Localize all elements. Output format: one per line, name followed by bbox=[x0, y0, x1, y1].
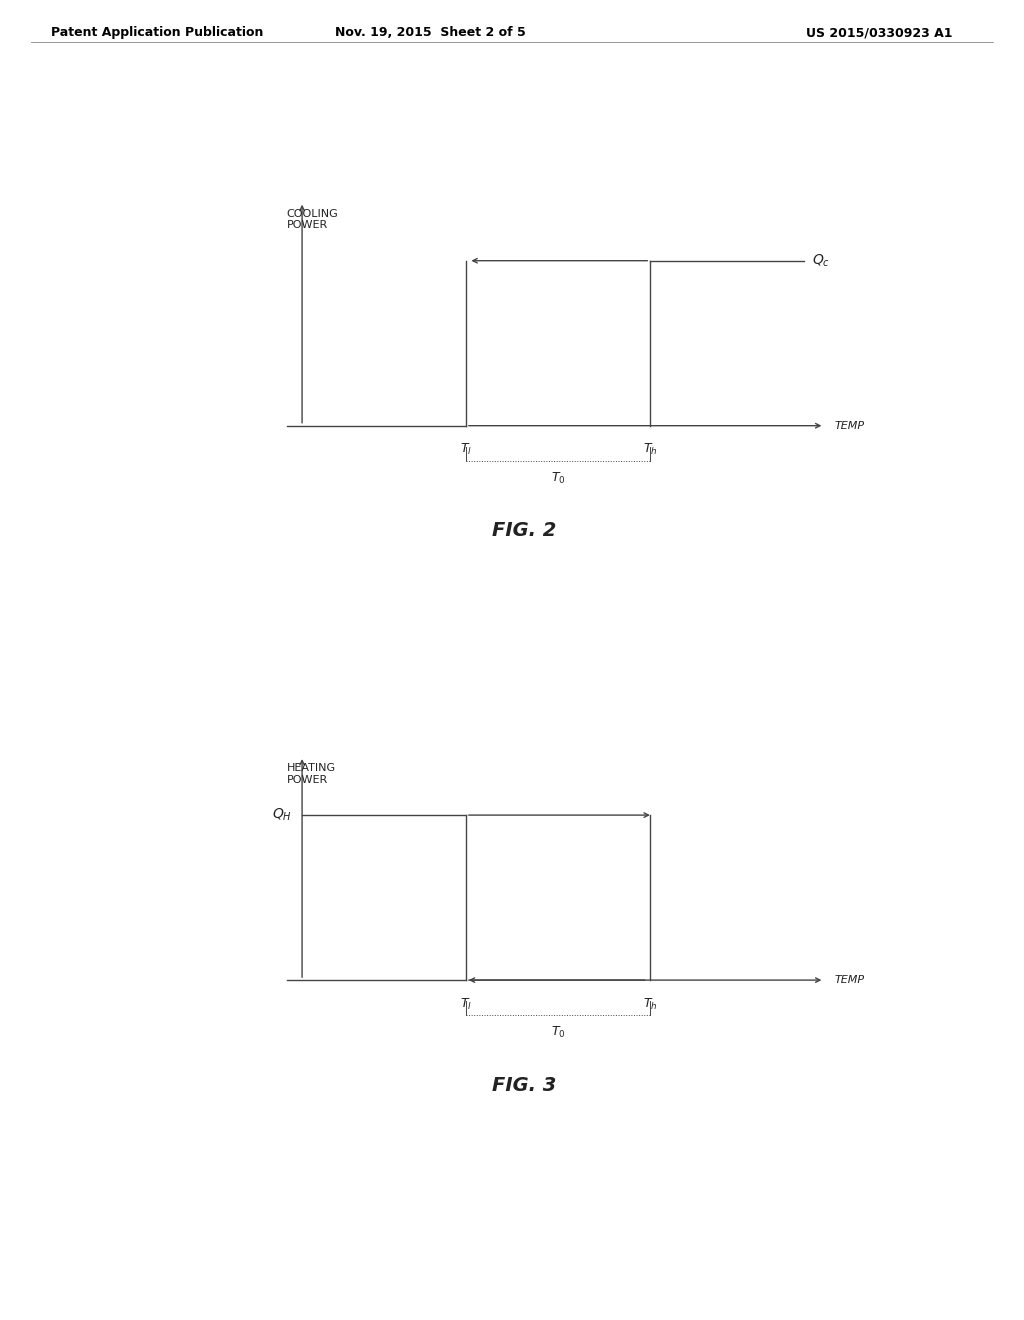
Text: $T_0$: $T_0$ bbox=[551, 470, 565, 486]
Text: TEMP: TEMP bbox=[835, 421, 864, 430]
Text: $Q_c$: $Q_c$ bbox=[811, 252, 829, 269]
Text: $T_h$: $T_h$ bbox=[643, 442, 657, 457]
Text: TEMP: TEMP bbox=[835, 975, 864, 985]
Text: $T_0$: $T_0$ bbox=[551, 1024, 565, 1040]
Text: Patent Application Publication: Patent Application Publication bbox=[51, 26, 263, 40]
Text: $T_h$: $T_h$ bbox=[643, 997, 657, 1011]
Text: HEATING
POWER: HEATING POWER bbox=[287, 763, 336, 785]
Text: FIG. 2: FIG. 2 bbox=[493, 521, 556, 540]
Text: $T_l$: $T_l$ bbox=[460, 442, 472, 457]
Text: $T_l$: $T_l$ bbox=[460, 997, 472, 1011]
Text: COOLING
POWER: COOLING POWER bbox=[287, 209, 339, 231]
Text: $Q_H$: $Q_H$ bbox=[271, 807, 292, 824]
Text: US 2015/0330923 A1: US 2015/0330923 A1 bbox=[806, 26, 952, 40]
Text: FIG. 3: FIG. 3 bbox=[493, 1076, 556, 1094]
Text: Nov. 19, 2015  Sheet 2 of 5: Nov. 19, 2015 Sheet 2 of 5 bbox=[335, 26, 525, 40]
